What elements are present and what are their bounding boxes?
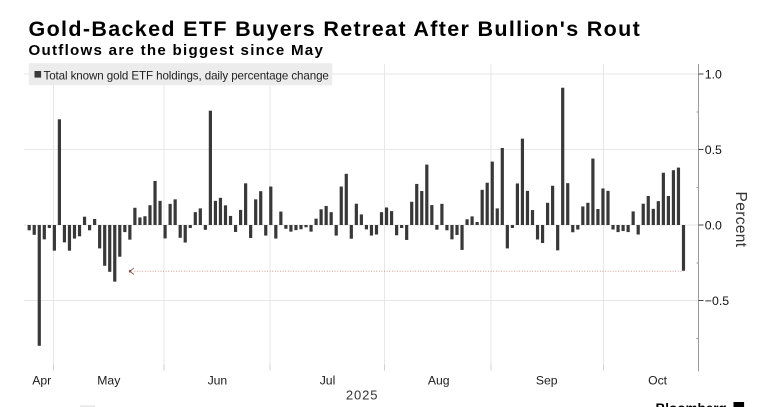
svg-text:Jul: Jul <box>320 374 336 388</box>
svg-text:Sep: Sep <box>536 374 558 388</box>
svg-text:1.0: 1.0 <box>705 67 722 81</box>
svg-text:2025: 2025 <box>346 387 379 402</box>
svg-text:−0.5: −0.5 <box>705 294 729 308</box>
svg-text:Aug: Aug <box>428 374 450 388</box>
svg-text:Oct: Oct <box>648 374 668 388</box>
svg-text:0.5: 0.5 <box>705 143 722 157</box>
svg-text:0.0: 0.0 <box>705 218 722 232</box>
svg-text:Jun: Jun <box>208 374 228 388</box>
svg-text:May: May <box>97 374 121 388</box>
svg-text:Total known gold ETF holdings,: Total known gold ETF holdings, daily per… <box>44 69 329 82</box>
svg-text:Bloomberg: Bloomberg <box>656 401 727 407</box>
svg-text:Apr: Apr <box>32 374 51 388</box>
svg-text:Percent: Percent <box>732 192 749 248</box>
